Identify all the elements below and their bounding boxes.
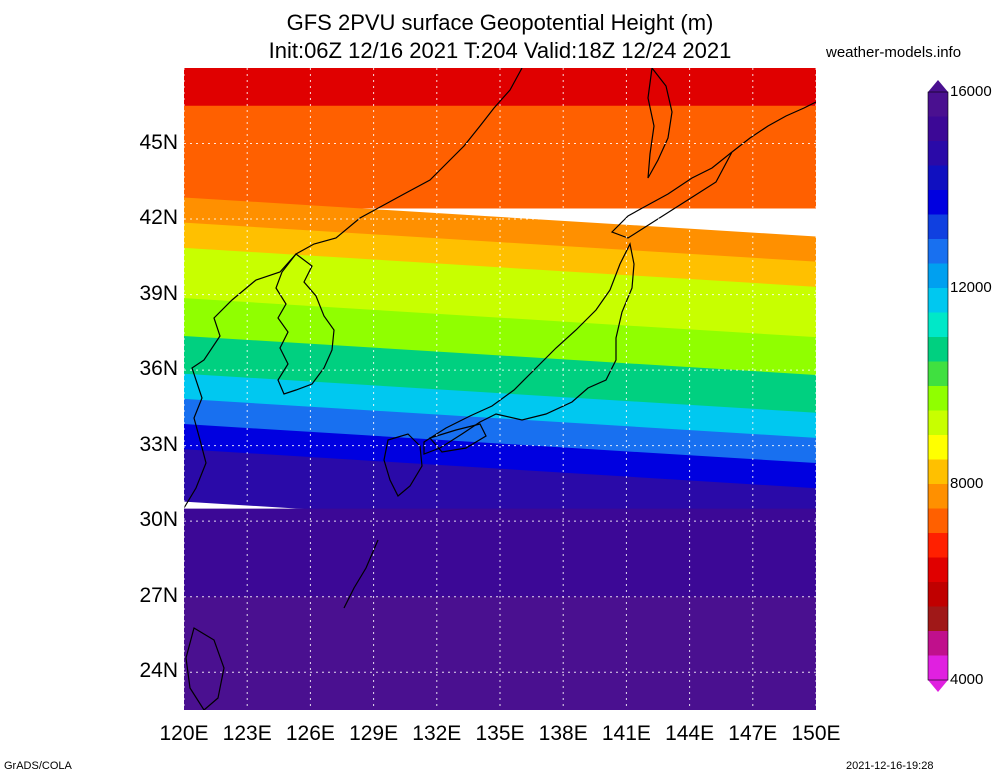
colorbar-swatch	[928, 190, 948, 215]
colorbar-tick-label: 16000	[950, 83, 992, 100]
kuril-coastline	[731, 101, 816, 153]
korea-coastline	[275, 253, 335, 395]
mainland-coastline	[184, 68, 523, 509]
lon-tick-label: 141E	[601, 722, 651, 745]
lat-tick-label: 36N	[139, 357, 178, 381]
shikoku-coastline	[428, 423, 487, 453]
lon-tick-label: 150E	[791, 722, 841, 745]
lon-tick-label: 147E	[728, 722, 778, 745]
taiwan-coastline	[185, 627, 225, 710]
ryukyu-coastline	[343, 539, 379, 609]
colorbar	[927, 80, 949, 692]
kyushu-coastline	[383, 433, 423, 497]
colorbar-swatch	[928, 165, 948, 191]
colorbar-swatch	[928, 484, 948, 509]
lat-tick-label: 33N	[139, 432, 178, 456]
lon-tick-label: 144E	[665, 722, 715, 745]
sakhalin-coastline	[647, 68, 673, 179]
colorbar-tick-label: 12000	[950, 279, 992, 296]
colorbar-frame	[927, 91, 949, 681]
footer-timestamp: 2021-12-16-19:28	[846, 760, 934, 772]
colorbar-swatch	[928, 386, 948, 411]
lon-tick-label: 126E	[285, 722, 335, 745]
lat-tick-label: 27N	[139, 583, 178, 607]
colorbar-swatch	[928, 533, 948, 558]
field-band	[184, 398, 816, 466]
colorbar-swatch	[928, 214, 948, 240]
lon-tick-label: 120E	[159, 722, 209, 745]
lon-tick-label: 123E	[222, 722, 272, 745]
colorbar-swatch	[928, 337, 948, 362]
lat-tick-label: 39N	[139, 281, 178, 305]
colorbar-swatch	[928, 361, 948, 387]
colorbar-swatch	[928, 263, 948, 289]
field-band	[184, 247, 816, 340]
lat-tick-label: 24N	[139, 659, 178, 683]
map-field	[184, 68, 816, 710]
colorbar-swatch	[928, 557, 948, 583]
field-band	[184, 373, 816, 440]
field-band	[184, 508, 816, 599]
field-band	[184, 424, 816, 491]
colorbar-swatch	[928, 312, 948, 338]
colorbar-swatch	[928, 141, 948, 166]
site-credit: weather-models.info	[826, 44, 962, 61]
colorbar-max-arrow	[928, 80, 948, 92]
colorbar-swatch	[928, 606, 948, 632]
lat-tick-label: 42N	[139, 206, 178, 230]
field-band	[184, 596, 816, 710]
colorbar-swatch	[928, 582, 948, 607]
lon-tick-label: 129E	[349, 722, 399, 745]
lon-tick-label: 135E	[475, 722, 525, 745]
chart-title: GFS 2PVU surface Geopotential Height (m)	[286, 10, 714, 35]
field-band	[184, 298, 816, 377]
colorbar-swatch	[928, 435, 948, 460]
honshu-coastline	[423, 242, 635, 455]
lon-tick-label: 138E	[538, 722, 588, 745]
lat-tick-label: 45N	[139, 130, 178, 154]
colorbar-swatch	[928, 116, 948, 142]
colorbar-swatch	[928, 508, 948, 534]
colorbar-swatch	[928, 410, 948, 436]
map-plot	[184, 68, 816, 710]
colorbar-swatch	[928, 92, 948, 117]
colorbar-swatch	[928, 655, 948, 681]
colorbar-swatch	[928, 631, 948, 656]
footer-software: GrADS/COLA	[4, 760, 72, 772]
colorbar-swatch	[928, 459, 948, 485]
colorbar-swatch	[928, 239, 948, 264]
colorbar-swatch	[928, 288, 948, 313]
colorbar-tick-label: 4000	[950, 671, 984, 688]
lon-tick-label: 132E	[412, 722, 462, 745]
colorbar-min-arrow	[928, 680, 948, 692]
colorbar-tick-label: 8000	[950, 475, 984, 492]
lat-tick-label: 30N	[139, 508, 178, 532]
field-band	[184, 105, 816, 159]
chart-subtitle: Init:06Z 12/16 2021 T:204 Valid:18Z 12/2…	[268, 38, 732, 63]
